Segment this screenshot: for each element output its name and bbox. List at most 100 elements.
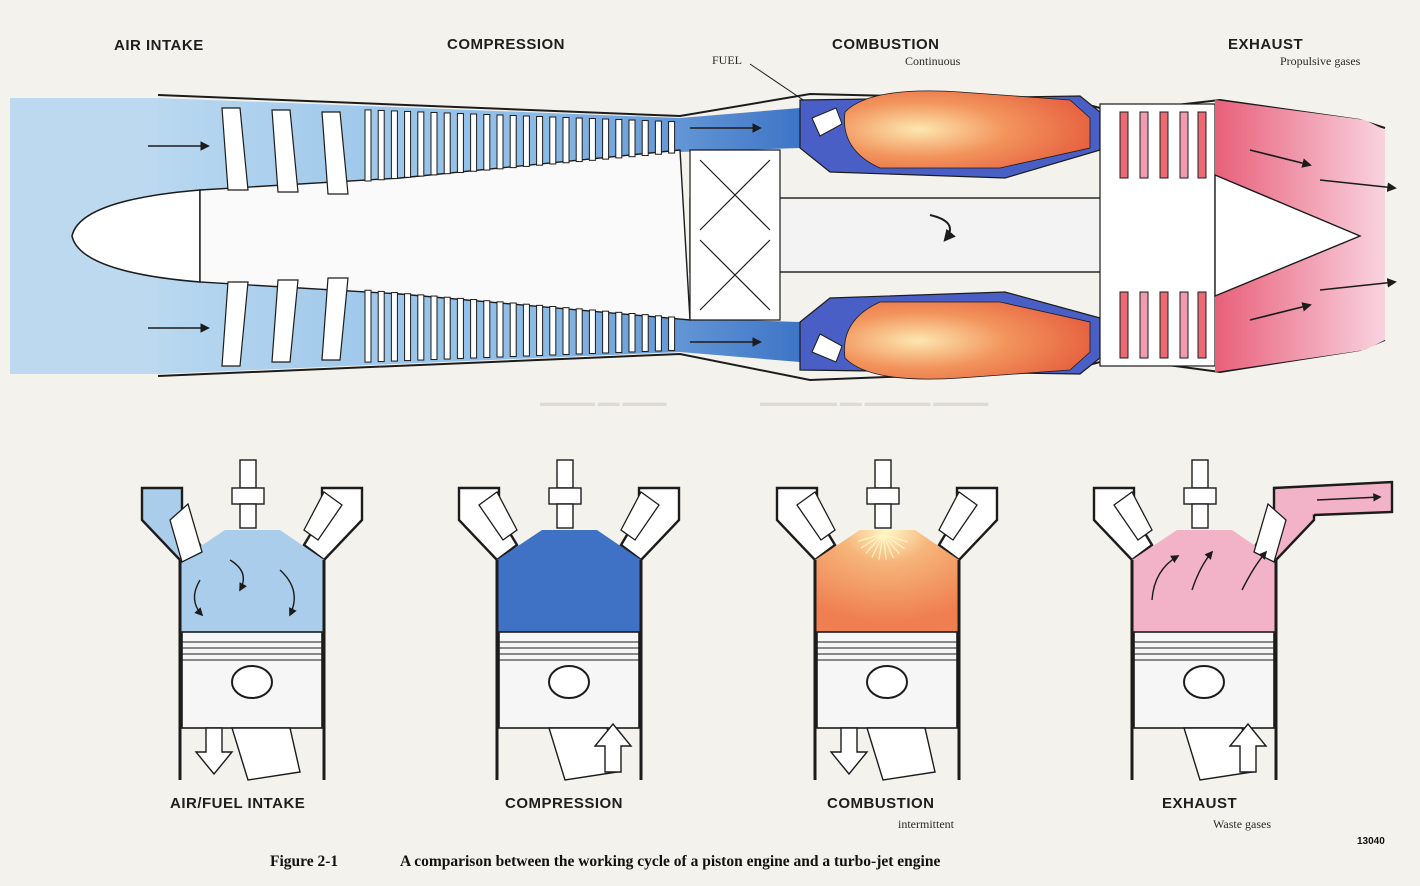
compressor-blade bbox=[509, 302, 517, 358]
compressor-blade bbox=[483, 300, 491, 359]
piston-cylinder-combustion bbox=[775, 459, 999, 781]
compressor-blade bbox=[390, 292, 398, 362]
compressor-blade bbox=[536, 304, 544, 356]
cylinder-gas bbox=[1132, 530, 1276, 632]
piston-cylinder-exhaust bbox=[1092, 459, 1394, 781]
gudgeon-pin bbox=[231, 665, 273, 699]
compressor-blade bbox=[470, 299, 478, 359]
compressor-blade bbox=[588, 118, 596, 161]
turbine-blade bbox=[1197, 111, 1207, 179]
piston-stage-subtitle: Waste gases bbox=[1213, 817, 1271, 831]
spark-plug-icon bbox=[874, 459, 892, 489]
turbine-blades bbox=[1119, 111, 1207, 359]
compressor-blade bbox=[364, 289, 372, 363]
exhaust-port bbox=[619, 486, 681, 562]
turbojet-stage-subtitle: Continuous bbox=[905, 54, 961, 68]
compressor-blade bbox=[615, 119, 623, 159]
intake-valve bbox=[1113, 491, 1153, 541]
exhaust-valve bbox=[938, 491, 978, 541]
compressor-blade bbox=[654, 315, 662, 352]
spark-ray bbox=[882, 533, 908, 543]
rotation-arrow-icon bbox=[929, 214, 956, 242]
fan-blades bbox=[221, 107, 349, 367]
compressor-blade bbox=[496, 114, 504, 170]
compressor-blade bbox=[575, 117, 583, 163]
compressor-blade bbox=[443, 112, 451, 175]
spark-ray bbox=[882, 533, 905, 550]
spark-plug-icon bbox=[239, 459, 257, 489]
exhaust-port bbox=[937, 486, 999, 562]
compressor-blade bbox=[404, 293, 412, 362]
compressor-blade bbox=[470, 113, 478, 172]
compressor-blade bbox=[430, 111, 438, 176]
compressor-blade bbox=[417, 111, 425, 177]
cylinder-gas bbox=[815, 530, 959, 632]
turbine-blade bbox=[1159, 111, 1169, 179]
compressor-blade bbox=[496, 301, 504, 358]
spark-plug-nut bbox=[231, 487, 265, 505]
exhaust-valve bbox=[620, 491, 660, 541]
compressor-blade bbox=[430, 295, 438, 361]
spark-plug-body bbox=[556, 503, 574, 529]
background-show-through: ▬▬▬▬▬ ▬▬ ▬▬▬▬ ▬▬▬▬▬▬▬ ▬▬ ▬▬▬▬▬▬ ▬▬▬▬▬ bbox=[540, 397, 988, 409]
gas-flow-arrow-icon bbox=[1241, 550, 1268, 591]
fuel-injector-top bbox=[811, 107, 843, 137]
gudgeon-pin bbox=[548, 665, 590, 699]
spark-ray bbox=[865, 533, 884, 554]
piston-up-arrow-icon bbox=[593, 722, 633, 773]
compressor-blade bbox=[549, 116, 557, 165]
turbine-blade bbox=[1179, 291, 1189, 359]
compressor-blade bbox=[536, 116, 544, 166]
piston-down-arrow-icon bbox=[829, 727, 869, 776]
compressor-blade bbox=[575, 308, 583, 355]
compressor-blade bbox=[364, 109, 372, 182]
fuel-label: FUEL bbox=[712, 53, 742, 67]
spark-ray bbox=[871, 533, 884, 558]
spark-plug-body bbox=[1191, 503, 1209, 529]
spark-plug-icon bbox=[556, 459, 574, 489]
compressor-blade bbox=[483, 113, 491, 171]
piston-engine-diagrams bbox=[140, 459, 1394, 781]
intake-valve bbox=[796, 491, 836, 541]
cylinder-wall bbox=[495, 560, 643, 780]
exhaust-cone bbox=[1214, 173, 1362, 298]
turbojet-stage-title: COMBUSTION bbox=[832, 36, 940, 53]
fuel-injector-bottom bbox=[811, 333, 843, 363]
compressor-blade bbox=[404, 110, 412, 178]
turbojet-stage-title: EXHAUST bbox=[1228, 36, 1303, 53]
spark-ray bbox=[882, 533, 894, 559]
compressor-blade bbox=[522, 303, 530, 357]
gudgeon-pin bbox=[1183, 665, 1225, 699]
compressor-blade bbox=[390, 110, 398, 180]
compressor-blade bbox=[641, 314, 649, 352]
cylinder-gas bbox=[497, 530, 641, 632]
spark-plug-nut bbox=[1183, 487, 1217, 505]
spark-ray bbox=[882, 533, 887, 560]
spark-plug-body bbox=[874, 503, 892, 529]
compressor-blade bbox=[615, 311, 623, 353]
exhaust-flow-arrow-icon bbox=[1316, 493, 1382, 502]
intake-port bbox=[1092, 486, 1154, 562]
compressor-blade bbox=[456, 112, 464, 173]
compressor-blade bbox=[377, 109, 385, 181]
gudgeon-pin bbox=[866, 665, 908, 699]
compressor-blade bbox=[443, 296, 451, 360]
spark-ray bbox=[878, 533, 884, 560]
exhaust-valve bbox=[1253, 502, 1287, 563]
compressor-blade bbox=[602, 310, 610, 354]
bearing-housing bbox=[689, 149, 781, 321]
turbine-blade bbox=[1179, 111, 1189, 179]
turbine-blade bbox=[1159, 291, 1169, 359]
gas-flow-arrow-icon bbox=[229, 559, 247, 592]
compressor-flow-region bbox=[158, 98, 800, 374]
intake-valve bbox=[169, 502, 203, 563]
svg-text:▬▬▬▬▬▬▬ ▬▬ ▬▬▬▬▬▬ ▬▬▬▬▬: ▬▬▬▬▬▬▬ ▬▬ ▬▬▬▬▬▬ ▬▬▬▬▬ bbox=[760, 397, 988, 409]
compressor-blade bbox=[668, 316, 676, 351]
gas-flow-arrow-icon bbox=[193, 579, 204, 617]
connecting-rod bbox=[866, 727, 936, 781]
piston-stage-title: COMPRESSION bbox=[505, 795, 623, 812]
turbine-blade bbox=[1139, 291, 1149, 359]
intake-valve bbox=[478, 491, 518, 541]
intake-port bbox=[775, 486, 837, 562]
